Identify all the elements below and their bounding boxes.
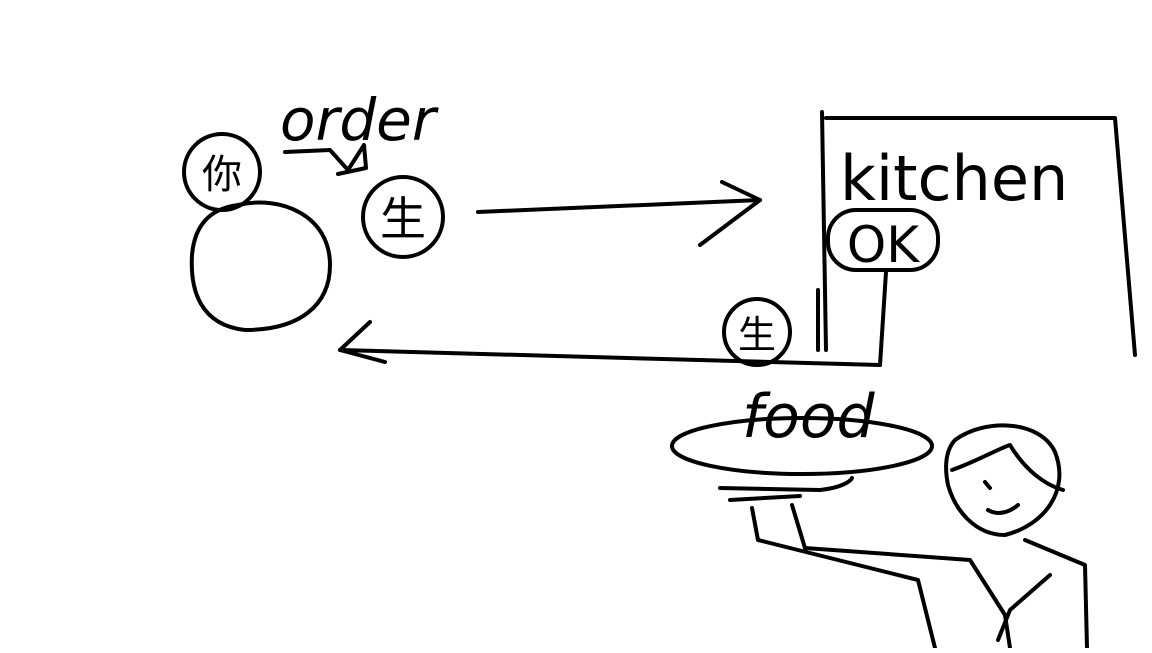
tray-hand <box>718 476 854 502</box>
customer: 你 <box>182 132 332 332</box>
tray-ellipse <box>670 416 934 476</box>
ok-connector-line <box>878 270 888 367</box>
ok-badge-outline <box>826 208 940 272</box>
arrow-to-customer-shaft <box>338 348 882 367</box>
order-token: 生 <box>361 175 445 259</box>
waiter-body <box>750 503 1089 650</box>
order-annotation: order <box>280 86 439 176</box>
order-bracket <box>283 143 368 176</box>
arrow-to-kitchen <box>476 180 762 247</box>
customer-body-outline <box>189 200 332 332</box>
waiter-hair <box>950 443 1065 492</box>
arrow-to-customer-head <box>338 320 387 364</box>
customer-badge-circle <box>182 132 262 212</box>
food-token-circle <box>722 297 792 367</box>
customer-badge-glyph: 你 <box>202 152 242 198</box>
food-token-glyph: 生 <box>738 313 776 357</box>
arrow-to-kitchen-head <box>698 180 762 247</box>
waiter-head <box>944 423 1062 537</box>
food-tray: food <box>670 382 934 502</box>
order-label: order <box>280 86 439 154</box>
order-token-glyph: 生 <box>380 192 426 246</box>
food-token: 生 <box>722 297 792 367</box>
waiter-eye <box>983 480 992 490</box>
order-token-circle <box>361 175 445 259</box>
arrow-to-customer <box>338 320 882 367</box>
food-label: food <box>742 382 876 452</box>
waiter <box>750 423 1089 650</box>
kitchen-outline <box>820 110 1137 357</box>
kitchen: kitchen OK <box>816 110 1137 367</box>
kitchen-label: kitchen <box>840 142 1068 215</box>
waiter-smile <box>986 503 1020 515</box>
arrow-to-kitchen-shaft <box>476 198 762 214</box>
ok-badge-label: OK <box>847 216 920 274</box>
